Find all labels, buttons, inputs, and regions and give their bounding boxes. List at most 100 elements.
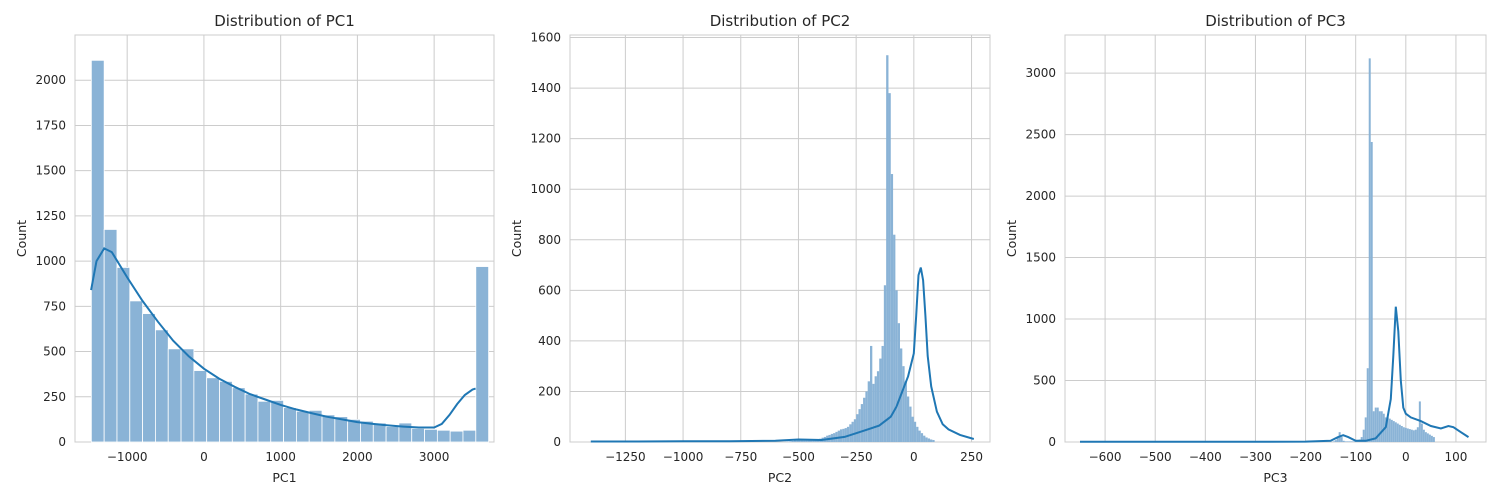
pc3-y-tick-label: 2500 (1025, 128, 1056, 142)
pc3-y-tick-label: 500 (1033, 374, 1056, 388)
pc3-y-tick-label: 1500 (1025, 251, 1056, 265)
pc2-histogram-bar (814, 440, 817, 442)
pc3-x-tick-label: −100 (1339, 450, 1372, 464)
pc3-histogram-bar (1424, 432, 1427, 442)
pc2-histogram-bar (911, 416, 914, 442)
pc3-histogram-bar (1340, 437, 1343, 442)
pc3-plot-area (1064, 34, 1487, 443)
pc3-histogram-bar (1348, 441, 1351, 442)
pc1-kde-line (90, 247, 476, 429)
pc1-histogram-bar (462, 429, 477, 443)
pc2-x-tick-label: −250 (840, 450, 873, 464)
pc1-histogram-bar (449, 430, 464, 443)
pc3-histogram-bar (1360, 437, 1363, 442)
pc2-y-tick-label: 1000 (530, 182, 561, 196)
pc2-y-tick-label: 200 (538, 384, 561, 398)
pc2-histogram-panel: Distribution of PC2 PC2 Count −1250 −1000… (509, 12, 991, 485)
pc3-y-tick-label: 1000 (1025, 312, 1056, 326)
pc2-histogram-bar (840, 429, 843, 442)
pc3-histogram-bar (1394, 422, 1397, 442)
pc3-histogram-bar (1428, 434, 1431, 442)
pc2-histogram-bar (920, 433, 924, 442)
pc1-histogram-bar (295, 410, 310, 443)
pc1-histogram-bar (206, 377, 220, 443)
pc2-histogram-bar (902, 366, 905, 442)
pc3-histogram-bar (1386, 417, 1389, 442)
pc1-histogram-bar (270, 399, 284, 443)
pc2-x-tick-label: −1250 (605, 450, 646, 464)
pc3-histogram-bar (1432, 437, 1435, 442)
pc3-histogram-bar (1400, 426, 1403, 442)
pc3-histogram-bar (1408, 429, 1411, 442)
pc3-histogram-bar (1332, 441, 1335, 442)
pc3-bars (1080, 58, 1435, 442)
pc2-y-tick-label: 600 (538, 283, 561, 297)
pc2-y-tick-label: 1600 (530, 31, 561, 45)
pc2-histogram-bar (874, 376, 877, 442)
pc2-y-tick-label: 0 (553, 435, 561, 449)
pc3-histogram-bar (1416, 427, 1419, 442)
pc1-y-tick-label: 1250 (35, 209, 66, 223)
pc1-y-tick-label: 1000 (35, 254, 66, 268)
pc2-histogram-bar (807, 439, 810, 442)
pc3-histogram-bar (1380, 411, 1383, 442)
pc3-histogram-bar (1384, 417, 1387, 442)
pc2-histogram-bar (918, 430, 921, 442)
pc3-histogram-bar (1364, 417, 1367, 442)
pc2-histogram-bar (805, 439, 808, 442)
pc1-y-tick-label: 250 (43, 390, 66, 404)
pc1-histogram-bar (167, 348, 182, 443)
pc1-histogram-bar (257, 400, 272, 443)
pc3-histogram-bar (1344, 441, 1347, 442)
pc2-bars (590, 55, 935, 443)
pc2-x-tick-label: −750 (724, 450, 757, 464)
pc1-y-tick-label: 1750 (35, 118, 66, 132)
pc1-histogram-bar (180, 348, 195, 443)
pc2-y-tick-label: 1400 (530, 81, 561, 95)
pc2-histogram-bar (846, 426, 850, 442)
pc1-histogram-bar (424, 428, 438, 443)
pc2-x-tick-label: 250 (960, 450, 983, 464)
pc1-histogram-bar (116, 267, 131, 443)
pc3-histogram-bar (1374, 407, 1377, 442)
pc2-kde-line (590, 267, 975, 443)
pc2-histogram-bar (927, 438, 930, 442)
pc2-histogram-bar (851, 421, 854, 442)
pc3-histogram-bar (1390, 419, 1393, 442)
pc1-y-tick-label: 0 (58, 435, 66, 449)
pc1-histogram-bar (142, 313, 156, 443)
pc3-gridlines (1065, 35, 1486, 443)
pc3-histogram-bar (1404, 427, 1407, 442)
pc2-histogram-bar (895, 290, 898, 442)
pc1-y-tick-label: 1500 (35, 164, 66, 178)
pc3-histogram-bar (1402, 427, 1405, 442)
pc2-histogram-bar (876, 371, 880, 442)
pc1-x-tick-label: 1000 (265, 450, 296, 464)
pc3-chart-title: Distribution of PC3 (1205, 12, 1346, 30)
pc3-histogram-bar (1350, 441, 1353, 442)
pc3-histogram-bar (1376, 407, 1379, 442)
pc1-y-tick-label: 750 (43, 299, 66, 313)
pc1-histogram-bar (219, 381, 233, 443)
pc1-histogram-bar (129, 300, 144, 443)
pc3-y-axis-label: Count (1004, 220, 1019, 257)
pc2-x-axis-label: PC2 (768, 470, 792, 485)
pc1-histogram-bar (436, 429, 451, 443)
pc2-histogram-bar (842, 428, 845, 442)
pc3-histogram-bar (1406, 428, 1409, 442)
pc3-histogram-bar (1426, 433, 1429, 442)
pc3-histogram-bar (1368, 58, 1371, 442)
pc1-histogram-bar (193, 370, 208, 443)
pc2-histogram-bar (906, 396, 910, 442)
pc2-histogram-bar (853, 419, 857, 442)
pc2-histogram-bar (897, 323, 900, 442)
pc2-histogram-bar (930, 439, 933, 442)
pc3-histogram-bar (1430, 435, 1433, 442)
pc2-histogram-bar (810, 440, 813, 442)
pc2-histogram-bar (913, 421, 917, 442)
pc3-histogram-bar (1414, 429, 1417, 442)
pc3-x-tick-label: 0 (1402, 450, 1410, 464)
pc2-gridlines (570, 35, 990, 443)
pc1-x-tick-label: 3000 (419, 450, 450, 464)
